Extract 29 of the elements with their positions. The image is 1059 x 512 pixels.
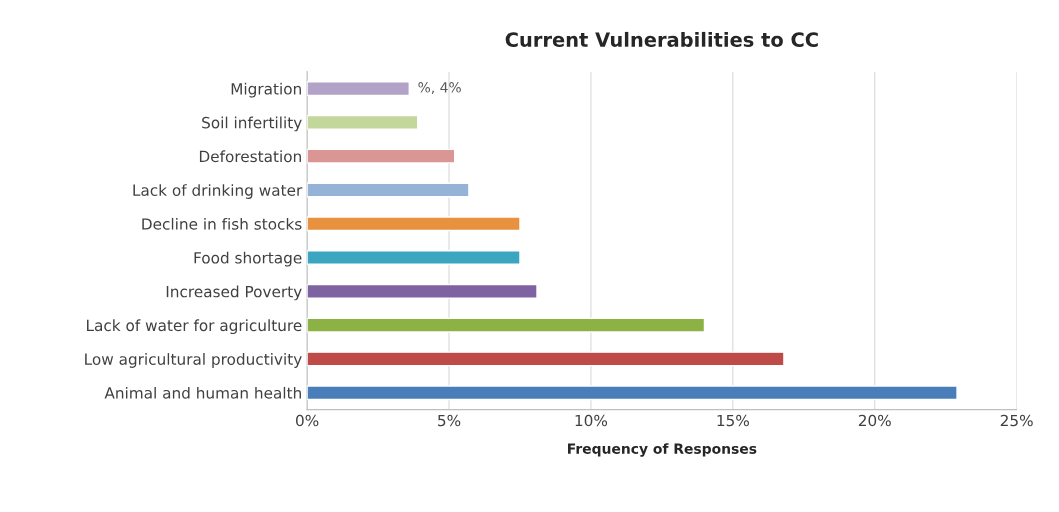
y-tick-label: Lack of water for agriculture	[87, 319, 302, 335]
x-tick-label: 25%	[1000, 414, 1033, 427]
y-tick-label: Increased Poverty	[166, 285, 302, 301]
x-tick-label: 5%	[438, 414, 461, 427]
bar	[307, 182, 470, 198]
bar	[307, 283, 538, 299]
x-axis-title: Frequency of Responses	[568, 443, 757, 457]
y-tick-label: Low agricultural productivity	[85, 353, 302, 368]
chart-title: Current Vulnerabilities to CC	[505, 31, 818, 47]
data-label: %, 4%	[418, 82, 461, 95]
bar	[307, 250, 521, 265]
y-tick-label: Lack of drinking water	[133, 184, 303, 199]
bar	[307, 81, 410, 97]
y-tick-label: Animal and human health	[104, 386, 301, 399]
y-tick-label: Soil infertility	[202, 116, 302, 132]
bar	[307, 385, 958, 401]
bar	[307, 216, 521, 232]
x-tick-label: 20%	[858, 414, 891, 427]
bar	[307, 351, 785, 367]
bar	[307, 148, 456, 164]
y-tick-label: Food shortage	[194, 251, 302, 267]
x-tick-label: 0%	[296, 414, 319, 427]
y-tick-label: Deforestation	[199, 150, 301, 163]
bar	[307, 317, 706, 333]
x-tick-label: 10%	[575, 414, 608, 427]
y-tick-label: Decline in fish stocks	[142, 217, 302, 230]
bar	[307, 114, 419, 130]
y-tick-label: Migration	[231, 82, 301, 98]
x-tick-label: 15%	[717, 414, 749, 427]
